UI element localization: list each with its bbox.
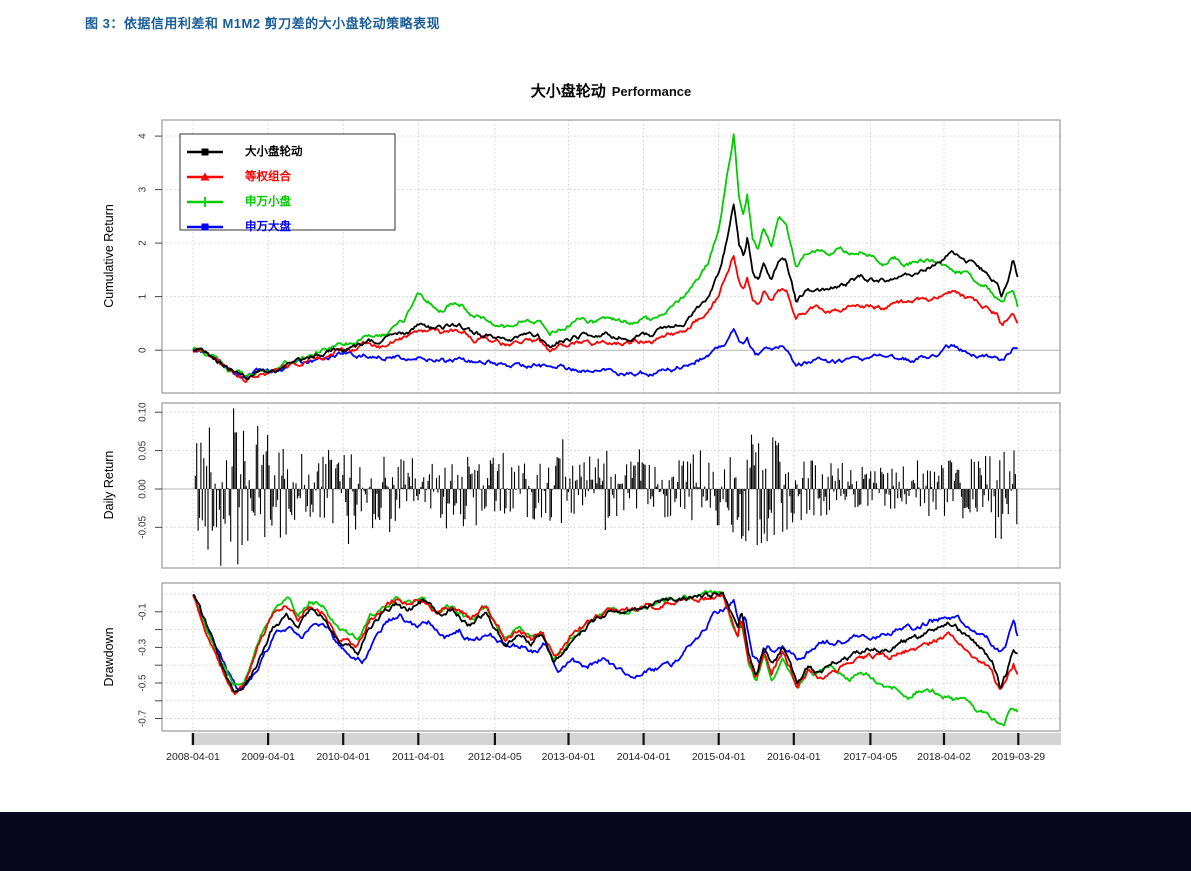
- chart-figure: 大小盘轮动 Performance Cumulative Return Daily…: [95, 55, 1105, 811]
- x-tick-label: 2018-04-02: [917, 751, 971, 763]
- y-axis-label-cumulative-return: Cumulative Return: [102, 204, 116, 308]
- legend-label: 等权组合: [244, 169, 291, 183]
- x-tick-label: 2016-04-01: [767, 751, 821, 763]
- legend-label: 大小盘轮动: [245, 144, 303, 158]
- y-tick-label: 0: [138, 347, 149, 353]
- series-line-drawdown: [192, 593, 1019, 696]
- chart-title-cn: 大小盘轮动: [531, 82, 606, 100]
- legend-marker-triangle: [200, 172, 210, 181]
- legend-marker-square: [201, 148, 209, 156]
- series-line-cumulative-return: [192, 203, 1019, 381]
- footer-bar: [0, 812, 1191, 871]
- legend-marker-square: [201, 223, 209, 231]
- y-tick-label: 0.05: [138, 440, 149, 460]
- y-tick-label: 3: [138, 186, 149, 192]
- y-tick-label: 2: [138, 240, 149, 246]
- x-tick-label: 2008-04-01: [166, 751, 220, 763]
- x-tick-label: 2010-04-01: [316, 751, 370, 763]
- legend-marker-plus: [200, 197, 210, 207]
- series-line-cumulative-return: [192, 133, 1019, 378]
- x-tick-label: 2013-04-01: [542, 751, 596, 763]
- figure-caption: 图 3：依据信用利差和 M1M2 剪刀差的大小盘轮动策略表现: [85, 16, 441, 31]
- series-line-cumulative-return: [192, 328, 1019, 379]
- panel-drawdown: -0.1 -0.3 -0.5 -0.7: [138, 582, 1061, 732]
- y-tick-label: 1: [138, 293, 149, 299]
- x-axis-band: [191, 733, 1061, 745]
- y-tick-label: 4: [138, 133, 149, 139]
- x-tick-label: 2012-04-05: [468, 751, 522, 763]
- x-tick-label: 2017-04-05: [844, 751, 898, 763]
- series-line-drawdown: [192, 591, 1018, 693]
- x-tick-label: 2019-03-29: [991, 751, 1045, 763]
- y-tick-label: -0.5: [138, 674, 149, 692]
- legend-label: 申万大盘: [245, 219, 291, 233]
- panel-frame: [161, 582, 1061, 732]
- x-tick-label: 2009-04-01: [241, 751, 295, 763]
- performance-chart: 大小盘轮动 Performance Cumulative Return Daily…: [102, 82, 1061, 763]
- legend-box: [179, 133, 396, 231]
- legend-label: 申万小盘: [245, 194, 291, 208]
- y-tick-label: 0.00: [138, 479, 149, 499]
- y-tick-label: -0.7: [138, 709, 149, 727]
- chart-title: 大小盘轮动 Performance: [531, 82, 692, 100]
- x-tick-label: 2015-04-01: [692, 751, 746, 763]
- x-axis: 2008-04-01 2009-04-01 2010-04-01 2011-04-01…: [166, 733, 1061, 763]
- y-tick-label: -0.05: [138, 515, 149, 538]
- panel-frame: [161, 119, 1061, 394]
- y-tick-label: -0.3: [138, 638, 149, 656]
- y-axis-label-daily-return: Daily Return: [102, 451, 116, 520]
- daily-return-bars: [194, 408, 1018, 566]
- x-tick-label: 2011-04-01: [392, 751, 445, 763]
- panel-frame: [161, 402, 1061, 569]
- y-axis-label-drawdown: Drawdown: [102, 627, 116, 686]
- chart-title-en: Performance: [612, 84, 691, 99]
- y-tick-label: 0.10: [138, 402, 149, 422]
- y-tick-label: -0.1: [138, 603, 149, 621]
- panel-daily-return: -0.05 0.00 0.05 0.10: [138, 402, 1061, 569]
- panel-cumulative-return: 0 1 2 3 4: [138, 119, 1061, 394]
- series-line-cumulative-return: [192, 255, 1019, 384]
- x-tick-label: 2014-04-01: [617, 751, 671, 763]
